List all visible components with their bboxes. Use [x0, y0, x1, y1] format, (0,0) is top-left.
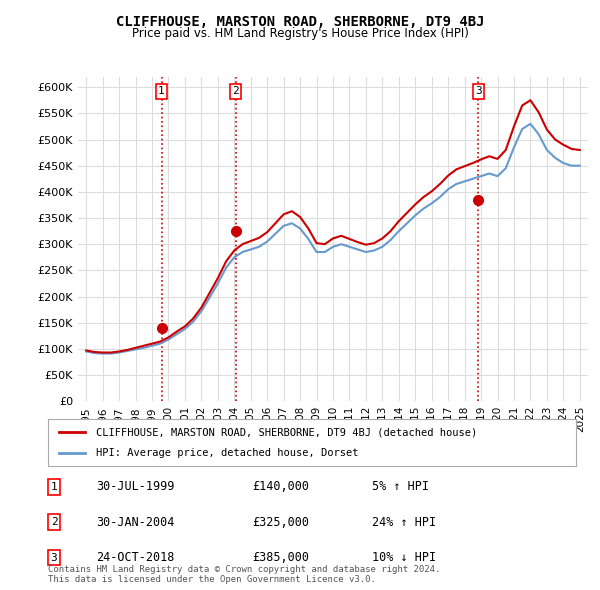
Text: 5% ↑ HPI: 5% ↑ HPI — [372, 480, 429, 493]
Text: 10% ↓ HPI: 10% ↓ HPI — [372, 551, 436, 564]
Text: 3: 3 — [475, 86, 482, 96]
Text: 30-JAN-2004: 30-JAN-2004 — [96, 516, 175, 529]
Text: 24% ↑ HPI: 24% ↑ HPI — [372, 516, 436, 529]
Text: £385,000: £385,000 — [252, 551, 309, 564]
Text: 2: 2 — [50, 517, 58, 527]
Text: 24-OCT-2018: 24-OCT-2018 — [96, 551, 175, 564]
Text: 2: 2 — [232, 86, 239, 96]
Text: 1: 1 — [50, 482, 58, 491]
Text: £325,000: £325,000 — [252, 516, 309, 529]
Text: HPI: Average price, detached house, Dorset: HPI: Average price, detached house, Dors… — [95, 448, 358, 458]
Text: 3: 3 — [50, 553, 58, 562]
Text: 30-JUL-1999: 30-JUL-1999 — [96, 480, 175, 493]
Text: Contains HM Land Registry data © Crown copyright and database right 2024.
This d: Contains HM Land Registry data © Crown c… — [48, 565, 440, 584]
Text: CLIFFHOUSE, MARSTON ROAD, SHERBORNE, DT9 4BJ: CLIFFHOUSE, MARSTON ROAD, SHERBORNE, DT9… — [116, 15, 484, 29]
Text: Price paid vs. HM Land Registry's House Price Index (HPI): Price paid vs. HM Land Registry's House … — [131, 27, 469, 40]
Text: CLIFFHOUSE, MARSTON ROAD, SHERBORNE, DT9 4BJ (detached house): CLIFFHOUSE, MARSTON ROAD, SHERBORNE, DT9… — [95, 427, 477, 437]
Text: 1: 1 — [158, 86, 165, 96]
Text: £140,000: £140,000 — [252, 480, 309, 493]
